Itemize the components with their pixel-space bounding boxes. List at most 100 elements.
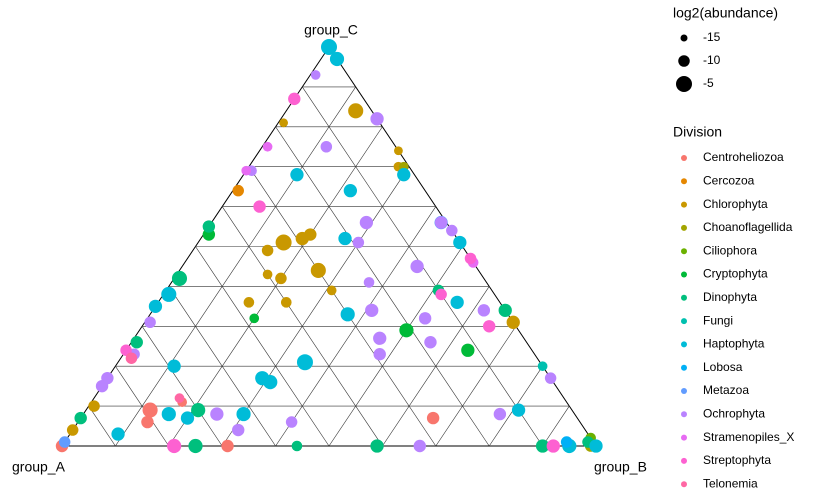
- point: [210, 407, 224, 421]
- legend-label: Fungi: [703, 313, 733, 327]
- legend-label: Ochrophyta: [703, 406, 765, 420]
- point: [537, 361, 548, 372]
- point: [188, 438, 203, 454]
- point: [310, 70, 321, 80]
- point: [161, 286, 177, 302]
- point: [352, 236, 365, 249]
- point: [399, 323, 414, 338]
- point: [544, 372, 557, 384]
- point: [365, 303, 379, 317]
- grid-line: [221, 166, 410, 447]
- legend-label: Metazoa: [703, 383, 749, 397]
- point: [397, 168, 411, 182]
- legend-swatch: [681, 364, 687, 371]
- point: [111, 427, 125, 441]
- point: [125, 352, 138, 364]
- point: [373, 331, 387, 345]
- point: [329, 51, 345, 67]
- grid-line: [382, 286, 490, 447]
- point: [410, 259, 424, 274]
- point: [426, 411, 440, 425]
- point: [232, 184, 244, 197]
- point: [232, 423, 245, 437]
- point: [285, 416, 298, 428]
- legend-swatch: [681, 224, 687, 231]
- legend-title: Division: [673, 124, 722, 140]
- point: [202, 220, 216, 233]
- legend-swatch: [681, 457, 687, 464]
- legend-swatch: [681, 388, 687, 394]
- point: [418, 312, 432, 325]
- point: [236, 406, 251, 422]
- point: [424, 336, 437, 349]
- legend-label: Telonemia: [703, 476, 758, 490]
- point: [262, 269, 273, 280]
- point: [477, 304, 491, 317]
- point: [546, 439, 560, 453]
- point: [310, 262, 326, 278]
- size-legend-title: log2(abundance): [673, 5, 778, 21]
- point: [461, 343, 475, 357]
- point: [58, 436, 71, 448]
- point: [291, 440, 303, 452]
- point: [141, 415, 154, 429]
- grid-line: [248, 166, 437, 447]
- size-legend-label: -5: [703, 76, 714, 90]
- legend-swatch: [681, 481, 687, 488]
- size-legend-key: [680, 34, 688, 42]
- legend-label: Choanoflagellida: [703, 220, 793, 234]
- point: [394, 146, 403, 156]
- point: [130, 336, 143, 349]
- point: [191, 402, 206, 418]
- point: [464, 252, 477, 265]
- legend-swatch: [681, 318, 687, 325]
- point: [359, 215, 374, 230]
- grid-line: [542, 405, 570, 447]
- legend-swatch: [681, 201, 687, 208]
- grid: [61, 46, 597, 447]
- point: [95, 379, 109, 393]
- size-legend-label: -15: [703, 30, 721, 44]
- legend-swatch: [681, 271, 687, 278]
- grid-line: [328, 246, 463, 447]
- point: [262, 141, 273, 152]
- legend-swatch: [681, 248, 687, 255]
- point: [288, 92, 301, 106]
- point: [343, 183, 358, 198]
- point: [275, 272, 287, 285]
- point: [180, 411, 195, 425]
- point: [296, 354, 313, 371]
- size-legend-label: -10: [703, 53, 721, 67]
- point: [326, 285, 337, 296]
- point: [275, 234, 292, 251]
- point: [511, 403, 526, 417]
- legend-label: Centroheliozoa: [703, 150, 784, 164]
- point: [493, 407, 507, 421]
- point: [88, 400, 100, 412]
- vertex-label: group_B: [594, 459, 647, 475]
- legend-swatch: [681, 294, 687, 301]
- point: [535, 439, 550, 453]
- legend: Centroheliozoa Cercozoa Chlorophyta Choanof…: [676, 30, 794, 490]
- point: [320, 141, 333, 153]
- legend-label: Chlorophyta: [703, 197, 768, 211]
- point: [589, 439, 603, 453]
- point: [174, 393, 185, 403]
- point: [66, 424, 79, 436]
- point: [348, 103, 364, 119]
- legend-label: Lobosa: [703, 360, 743, 374]
- point: [144, 316, 156, 329]
- legend-swatch: [681, 411, 687, 418]
- point: [435, 288, 447, 301]
- grid-line: [115, 86, 356, 447]
- point: [290, 168, 304, 182]
- point: [453, 235, 467, 250]
- legend-label: Cercozoa: [703, 173, 755, 187]
- point: [241, 165, 252, 176]
- legend-label: Haptophyta: [703, 337, 765, 351]
- point: [148, 299, 163, 313]
- legend-label: Cryptophyta: [703, 267, 768, 281]
- point: [370, 439, 384, 453]
- point: [74, 411, 87, 425]
- point: [279, 118, 289, 128]
